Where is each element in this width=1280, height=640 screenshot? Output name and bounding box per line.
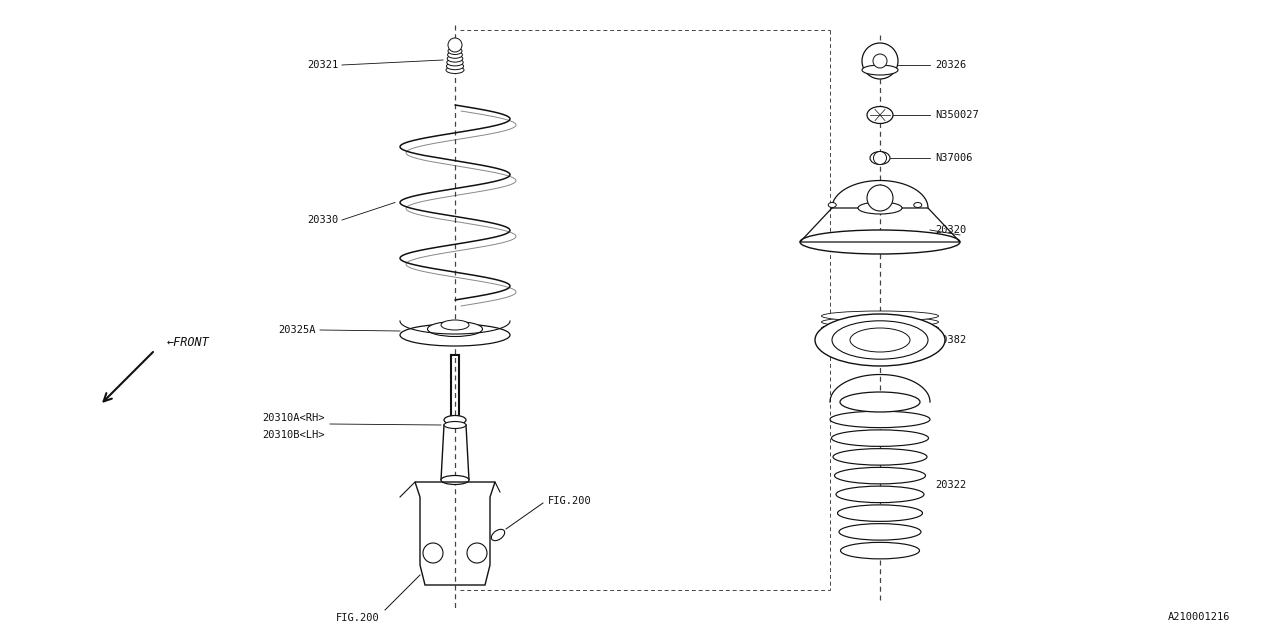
Circle shape <box>422 543 443 563</box>
Ellipse shape <box>833 449 927 465</box>
Circle shape <box>861 43 899 79</box>
Text: 20310A<RH>: 20310A<RH> <box>262 413 325 423</box>
Text: ←FRONT: ←FRONT <box>166 335 210 349</box>
Text: FIG.200: FIG.200 <box>548 496 591 506</box>
Text: A210001216: A210001216 <box>1167 612 1230 622</box>
Ellipse shape <box>448 47 462 54</box>
Text: 20310B<LH>: 20310B<LH> <box>262 430 325 440</box>
Text: 20320: 20320 <box>934 225 966 235</box>
Ellipse shape <box>836 486 924 502</box>
Ellipse shape <box>442 476 468 484</box>
Ellipse shape <box>822 317 938 327</box>
Text: 20326: 20326 <box>934 60 966 70</box>
Text: 20325A: 20325A <box>279 325 316 335</box>
Ellipse shape <box>914 202 922 207</box>
Ellipse shape <box>858 202 902 214</box>
Ellipse shape <box>832 430 928 446</box>
Ellipse shape <box>444 415 466 424</box>
Ellipse shape <box>815 314 945 366</box>
Ellipse shape <box>447 59 463 66</box>
Text: N350027: N350027 <box>934 110 979 120</box>
Ellipse shape <box>837 505 923 522</box>
Circle shape <box>467 543 486 563</box>
Ellipse shape <box>442 320 468 330</box>
Ellipse shape <box>841 542 919 559</box>
Circle shape <box>867 185 893 211</box>
Circle shape <box>448 38 462 52</box>
Ellipse shape <box>850 328 910 352</box>
Ellipse shape <box>840 392 920 412</box>
Ellipse shape <box>445 67 465 74</box>
Ellipse shape <box>832 321 928 359</box>
Ellipse shape <box>822 329 938 339</box>
Ellipse shape <box>828 202 836 207</box>
Ellipse shape <box>822 311 938 321</box>
Circle shape <box>873 54 887 68</box>
Text: 20321: 20321 <box>307 60 338 70</box>
Ellipse shape <box>838 524 922 540</box>
Ellipse shape <box>447 55 463 62</box>
Ellipse shape <box>447 63 463 70</box>
Ellipse shape <box>428 321 483 337</box>
Text: 20322: 20322 <box>934 480 966 490</box>
Circle shape <box>873 152 887 164</box>
Ellipse shape <box>867 106 893 124</box>
Ellipse shape <box>492 529 504 541</box>
Text: 20382: 20382 <box>934 335 966 345</box>
Ellipse shape <box>822 323 938 333</box>
Text: 20330: 20330 <box>307 215 338 225</box>
Ellipse shape <box>800 230 960 254</box>
Ellipse shape <box>835 467 925 484</box>
Ellipse shape <box>861 65 899 75</box>
Ellipse shape <box>399 324 509 346</box>
Text: FIG.200: FIG.200 <box>337 613 380 623</box>
Ellipse shape <box>448 51 462 58</box>
Ellipse shape <box>829 411 931 428</box>
Ellipse shape <box>444 422 466 429</box>
Text: N37006: N37006 <box>934 153 973 163</box>
Ellipse shape <box>870 152 890 164</box>
